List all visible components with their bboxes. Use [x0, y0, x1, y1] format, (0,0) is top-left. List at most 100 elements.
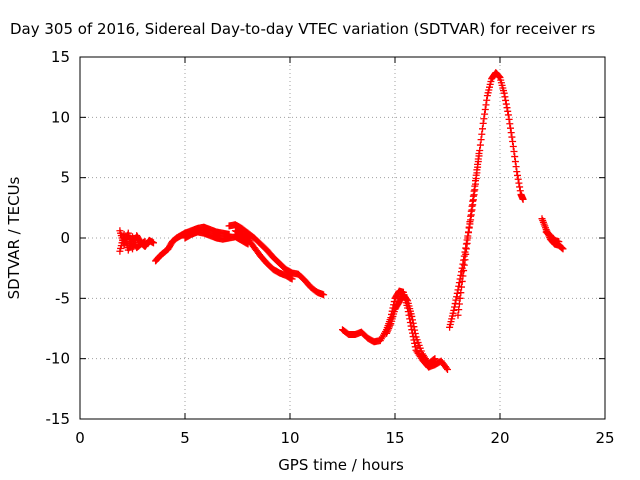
data-point: [478, 130, 486, 138]
x-tick-label: 25: [595, 429, 614, 447]
data-point: [474, 160, 482, 168]
data-point: [479, 125, 486, 133]
data-point: [480, 115, 488, 123]
data-point: [465, 229, 472, 237]
data-points: [116, 69, 567, 374]
data-point: [519, 195, 527, 203]
data-point: [465, 223, 473, 231]
data-point: [462, 244, 470, 252]
data-point: [459, 260, 467, 268]
data-point: [386, 321, 394, 329]
data-point: [456, 294, 464, 302]
data-point: [473, 166, 481, 174]
data-point: [481, 105, 489, 113]
x-tick-label: 15: [385, 429, 404, 447]
data-point: [385, 325, 393, 332]
data-point: [462, 245, 470, 253]
series-segment-2b: [181, 228, 252, 248]
data-point: [455, 306, 463, 314]
data-point: [141, 238, 149, 246]
data-point: [514, 171, 521, 179]
series-segment-5b: [454, 150, 483, 319]
x-axis-label: GPS time / hours: [278, 456, 404, 474]
chart-title: Day 305 of 2016, Sidereal Day-to-day VTE…: [10, 20, 595, 38]
data-point: [463, 239, 471, 247]
y-tick-label: -10: [46, 350, 71, 368]
data-point: [451, 303, 458, 311]
series-segment-6b: [542, 228, 563, 246]
x-axis-tick-labels: 0 5 10 15 20 25: [75, 429, 614, 447]
y-tick-label: -5: [55, 289, 70, 307]
data-point: [477, 136, 485, 144]
data-point: [442, 364, 450, 372]
data-point: [500, 89, 508, 97]
y-tick-label: -15: [46, 410, 71, 428]
data-point: [467, 207, 475, 215]
data-point: [409, 316, 416, 324]
data-point: [479, 119, 487, 127]
data-point: [461, 256, 469, 264]
y-tick-label: 15: [51, 48, 70, 66]
data-point: [458, 283, 465, 291]
data-point: [503, 104, 511, 112]
data-point: [509, 142, 517, 150]
y-axis-tick-labels: -15 -10 -5 0 5 10 15: [46, 48, 71, 428]
data-point: [430, 355, 438, 363]
data-point: [508, 133, 516, 141]
data-point: [459, 272, 467, 280]
series-segment-1b: [116, 230, 149, 255]
data-point: [457, 289, 465, 297]
data-point: [288, 275, 296, 283]
data-point: [385, 323, 393, 331]
data-point: [511, 153, 519, 161]
data-point: [454, 311, 462, 319]
data-point: [476, 147, 484, 155]
data-point: [507, 124, 514, 132]
data-point: [509, 137, 517, 145]
series-segment-4b: [383, 291, 439, 367]
data-point: [502, 96, 510, 104]
y-tick-label: 0: [60, 229, 70, 247]
data-point: [150, 239, 157, 247]
data-point: [516, 183, 524, 191]
data-point: [455, 300, 463, 308]
data-point: [411, 326, 419, 334]
data-point: [431, 355, 439, 363]
x-tick-label: 0: [75, 429, 85, 447]
data-point: [411, 339, 419, 347]
data-point: [481, 110, 489, 118]
data-point: [458, 277, 466, 285]
data-point: [410, 323, 418, 331]
data-point: [512, 163, 520, 171]
data-point: [411, 330, 419, 338]
data-point: [460, 267, 468, 275]
data-point: [495, 73, 503, 81]
data-point: [453, 293, 461, 301]
data-point: [513, 168, 521, 176]
data-point: [469, 197, 477, 205]
data-point: [471, 182, 479, 190]
data-point: [559, 245, 567, 253]
data-point: [411, 343, 419, 351]
data-point: [462, 250, 470, 258]
series-segment-3b: [231, 227, 296, 283]
data-point: [452, 296, 460, 304]
data-point: [409, 319, 417, 327]
data-point: [403, 296, 411, 304]
data-point: [475, 150, 483, 158]
series-segment-2: [152, 223, 233, 265]
data-point: [470, 187, 478, 195]
data-point: [474, 155, 482, 163]
data-point: [450, 306, 458, 314]
data-point: [460, 261, 468, 269]
series-segment-3: [225, 221, 328, 299]
x-tick-label: 10: [280, 429, 299, 447]
data-point: [515, 179, 523, 187]
y-axis-label: SDTVAR / TECUs: [5, 176, 23, 299]
data-point: [502, 100, 510, 108]
data-point: [504, 107, 512, 115]
data-point: [472, 177, 479, 185]
data-point: [320, 291, 328, 299]
